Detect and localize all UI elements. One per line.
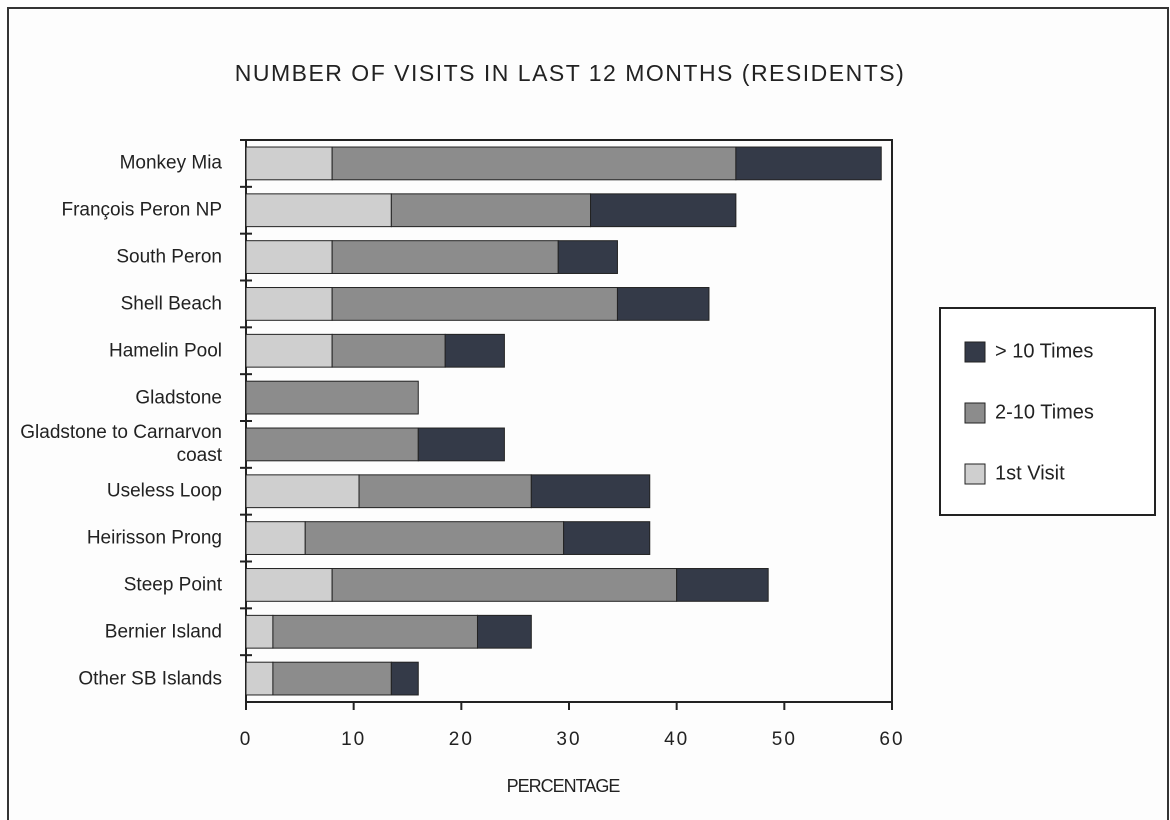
bar-segment bbox=[245, 427, 419, 462]
x-axis-label: PERCENTAGE bbox=[507, 776, 621, 796]
bar-segment bbox=[331, 333, 446, 368]
y-tick-label: Other SB Islands bbox=[78, 668, 222, 690]
y-tick-label: South Peron bbox=[116, 246, 222, 268]
x-tick-label: 10 bbox=[341, 729, 366, 750]
legend-swatch bbox=[964, 402, 986, 424]
bar-segment bbox=[331, 568, 678, 602]
bar-segment bbox=[616, 287, 710, 321]
y-tick-label: François Peron NP bbox=[61, 199, 222, 221]
bar-segment bbox=[331, 146, 737, 181]
bar-segment bbox=[272, 661, 392, 696]
y-tick-label: Monkey Mia bbox=[119, 152, 222, 174]
bar-segment bbox=[735, 146, 882, 181]
legend-swatch bbox=[964, 341, 986, 363]
bar-segment bbox=[245, 287, 333, 321]
bar-segment bbox=[530, 474, 651, 509]
y-tick-label: Useless Loop bbox=[106, 480, 222, 502]
bar-segment bbox=[390, 193, 592, 228]
bar-segment bbox=[563, 521, 651, 555]
x-tick-label: 40 bbox=[664, 729, 689, 750]
bar-segment bbox=[417, 427, 505, 462]
bar-segment bbox=[245, 474, 360, 509]
frame bbox=[7, 7, 1169, 820]
legend-swatch bbox=[964, 463, 986, 485]
bar-segment bbox=[358, 474, 532, 509]
x-tick-label: 50 bbox=[772, 729, 797, 750]
chart-title: NUMBER OF VISITS IN LAST 12 MONTHS (RESI… bbox=[235, 60, 906, 86]
y-tick-label: Steep Point bbox=[123, 574, 222, 596]
x-tick-label: 30 bbox=[556, 729, 581, 750]
bar-segment bbox=[245, 380, 419, 415]
bar-segment bbox=[272, 614, 478, 649]
bar-segment bbox=[245, 240, 333, 274]
bar-segment bbox=[676, 568, 769, 602]
y-tick-label: Shell Beach bbox=[120, 293, 222, 315]
legend-label: 1st Visit bbox=[995, 462, 1065, 484]
x-tick-label: 20 bbox=[449, 729, 474, 750]
bar-segment bbox=[245, 333, 333, 368]
bar-segment bbox=[590, 193, 737, 228]
bar-segment bbox=[245, 146, 333, 181]
legend-label: > 10 Times bbox=[995, 340, 1093, 362]
bar-segment bbox=[557, 240, 618, 274]
y-tick-label: Hamelin Pool bbox=[109, 340, 222, 362]
y-tick-label: Heirisson Prong bbox=[86, 527, 222, 549]
bar-segment bbox=[245, 193, 392, 228]
legend-label: 2-10 Times bbox=[995, 401, 1094, 423]
bar-segment bbox=[476, 614, 532, 649]
bar-segment bbox=[245, 521, 306, 555]
bar-segment bbox=[331, 287, 618, 321]
y-tick-label: Bernier Island bbox=[104, 621, 222, 643]
bar-segment bbox=[331, 240, 559, 274]
y-tick-label: Gladstone to Carnarvon coast bbox=[20, 422, 222, 467]
bar-segment bbox=[245, 568, 333, 602]
bar-segment bbox=[304, 521, 565, 555]
bar-segment bbox=[390, 661, 419, 696]
bar-segment bbox=[245, 614, 274, 649]
bar-segment bbox=[245, 661, 274, 696]
x-tick-label: 60 bbox=[879, 729, 904, 750]
x-tick-label: 0 bbox=[240, 729, 253, 750]
bar-segment bbox=[444, 333, 505, 368]
y-tick-label: Gladstone bbox=[135, 387, 222, 409]
